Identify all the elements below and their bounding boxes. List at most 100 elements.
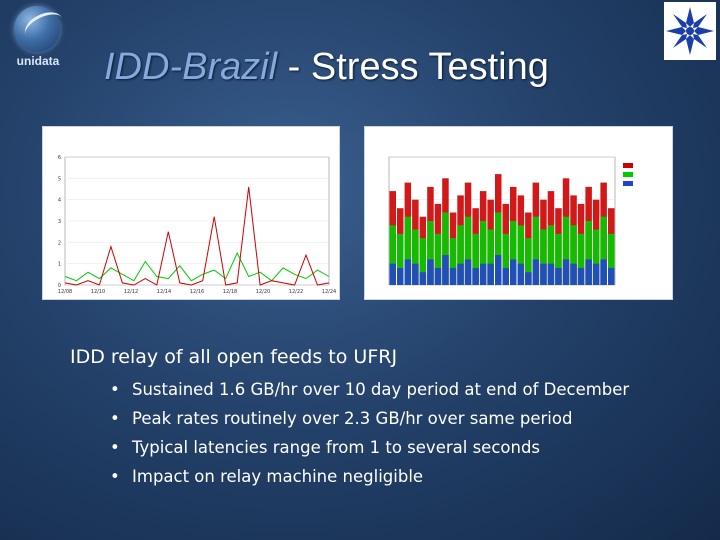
bar [510, 221, 517, 285]
bar [608, 233, 615, 285]
series-line [64, 186, 330, 286]
bullet-item: Impact on relay machine negligible [110, 465, 710, 488]
y-tick-label: 6 [58, 155, 61, 161]
bar [442, 212, 449, 285]
bar [577, 267, 585, 285]
bar [442, 255, 449, 285]
bar [404, 216, 412, 285]
bar [555, 267, 562, 285]
bar [525, 238, 532, 285]
bar [457, 225, 464, 285]
bar [600, 216, 607, 285]
snowflake-star-icon [664, 2, 716, 60]
bar [464, 259, 472, 285]
bar [517, 225, 525, 285]
y-tick-label: 3 [58, 219, 61, 225]
latency-chart-svg: 0 1 2 3 4 5 6 12/08 12/10 12/12 12/14 12/16 12/18 12/… [58, 155, 336, 295]
bar [412, 229, 419, 285]
y-tick-label: 5 [58, 176, 61, 182]
y-tick-label: 0 [58, 283, 61, 289]
bullet-item: Sustained 1.6 GB/hr over 10 day period a… [110, 378, 710, 401]
bar [397, 233, 404, 285]
bar [540, 263, 547, 285]
x-tick-label: 12/20 [256, 289, 270, 295]
bar [449, 267, 457, 285]
bar [472, 267, 479, 285]
bar [472, 233, 479, 285]
bar [479, 221, 487, 285]
x-tick-label: 12/22 [289, 289, 303, 295]
bar [608, 267, 615, 285]
bar [592, 263, 600, 285]
bar [434, 233, 442, 285]
bar [464, 216, 472, 285]
bar [397, 267, 404, 285]
x-tick-label: 12/10 [91, 289, 105, 295]
bar [540, 229, 547, 285]
bar [532, 259, 540, 285]
bar [510, 259, 517, 285]
bar [547, 225, 555, 285]
series-line [64, 251, 330, 282]
bar [532, 216, 540, 285]
x-tick-label: 12/12 [124, 289, 138, 295]
bar [570, 225, 577, 285]
bar [562, 259, 570, 285]
unidata-logo-text: unidata [16, 54, 60, 68]
bar [495, 212, 502, 285]
y-tick-label: 2 [58, 240, 61, 246]
bar [502, 267, 509, 285]
bar [449, 238, 457, 285]
bar [585, 259, 592, 285]
bar [389, 263, 396, 285]
bar [389, 225, 396, 285]
x-tick-label: 12/08 [58, 289, 72, 295]
bar [555, 233, 562, 285]
bar [502, 233, 509, 285]
x-tick-label: 12/16 [190, 289, 204, 295]
bar [419, 272, 427, 285]
bar [525, 272, 532, 285]
bar [600, 259, 607, 285]
volume-chart-right [364, 126, 673, 300]
x-tick-label: 12/18 [223, 289, 237, 295]
bar [412, 263, 419, 285]
latency-chart-left: 0 1 2 3 4 5 6 12/08 12/10 12/12 12/14 12/16 12/18 12/… [42, 126, 340, 300]
x-tick-label: 12/14 [157, 289, 171, 295]
y-tick-label: 1 [58, 262, 61, 268]
bar [419, 238, 427, 285]
bullet-list: Sustained 1.6 GB/hr over 10 day period a… [70, 378, 710, 488]
y-tick-label: 4 [58, 198, 61, 204]
bar [592, 229, 600, 285]
bar [577, 233, 585, 285]
bar [570, 263, 577, 285]
bar [495, 255, 502, 285]
legend-swatch [623, 172, 633, 177]
bullet-item: Typical latencies range from 1 to severa… [110, 436, 710, 459]
title-emphasis: IDD-Brazil [104, 46, 278, 88]
x-tick-label: 12/24 [322, 289, 336, 295]
bar [457, 263, 464, 285]
unidata-logo: unidata [6, 4, 70, 74]
bar [427, 259, 434, 285]
unidata-globe-icon [14, 6, 60, 52]
slide-title: IDD-Brazil - Stress Testing [104, 46, 549, 89]
title-rest: - Stress Testing [277, 46, 549, 88]
bar [404, 259, 412, 285]
bar [585, 221, 592, 285]
bar [479, 263, 487, 285]
bar [487, 263, 494, 285]
main-point: IDD relay of all open feeds to UFRJ [70, 346, 398, 368]
plot-area [388, 156, 616, 286]
bar [434, 267, 442, 285]
slide-content: IDD relay of all open feeds to UFRJ Sust… [70, 346, 710, 494]
bar [547, 263, 555, 285]
bar [427, 221, 434, 285]
bar [487, 229, 494, 285]
legend-swatch [623, 181, 633, 186]
bullet-item: Peak rates routinely over 2.3 GB/hr over… [110, 407, 710, 430]
bar [562, 216, 570, 285]
legend-swatch [623, 163, 633, 168]
bar [517, 263, 525, 285]
volume-chart-svg [388, 156, 633, 286]
